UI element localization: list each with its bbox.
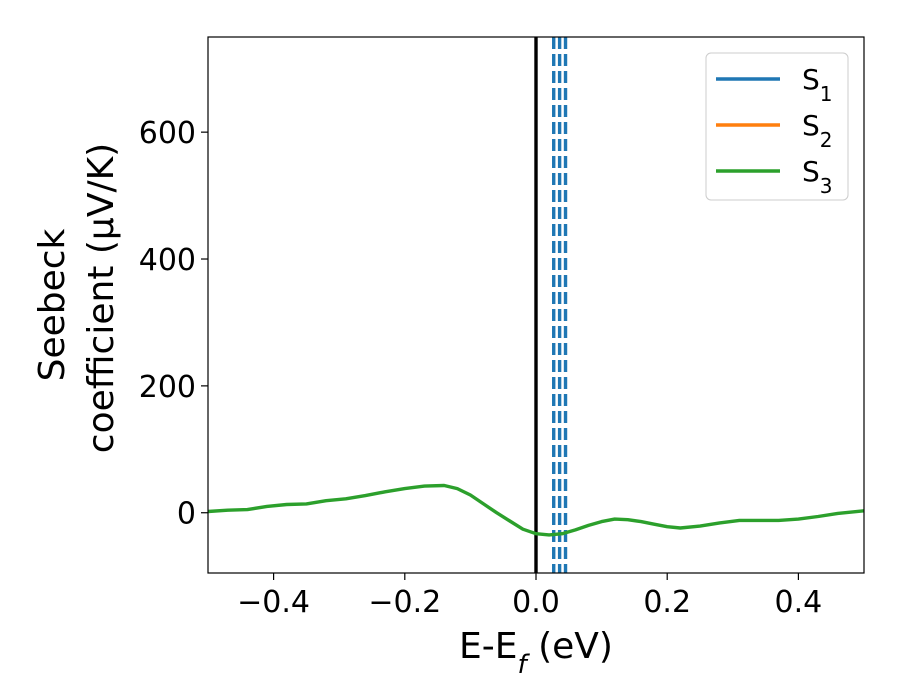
- x-axis-label: E-Ef (eV): [459, 626, 613, 680]
- y-axis: 0 200 400 600: [139, 116, 208, 532]
- legend-label-2: S2: [802, 109, 833, 152]
- y-tick-label: 400: [139, 243, 196, 278]
- y-tick-label: 200: [139, 370, 196, 405]
- y-tick-label: 0: [177, 497, 196, 532]
- plot-area: [208, 37, 864, 573]
- series-line-3: [208, 483, 864, 537]
- x-axis: −0.4 −0.2 0.0 0.2 0.4: [237, 573, 822, 620]
- legend-label-1: S1: [802, 63, 833, 106]
- x-tick-label: 0.4: [775, 585, 823, 620]
- x-tick-label: −0.4: [237, 585, 310, 620]
- y-tick-label: 600: [139, 116, 196, 151]
- x-tick-label: 0.2: [643, 585, 691, 620]
- x-tick-label: 0.0: [512, 585, 560, 620]
- y-axis-label-line1: Seebeck: [32, 228, 73, 381]
- y-axis-label-line2: coefficient (μV/K): [81, 143, 122, 453]
- x-tick-label: −0.2: [368, 585, 441, 620]
- legend-label-3: S3: [802, 155, 833, 198]
